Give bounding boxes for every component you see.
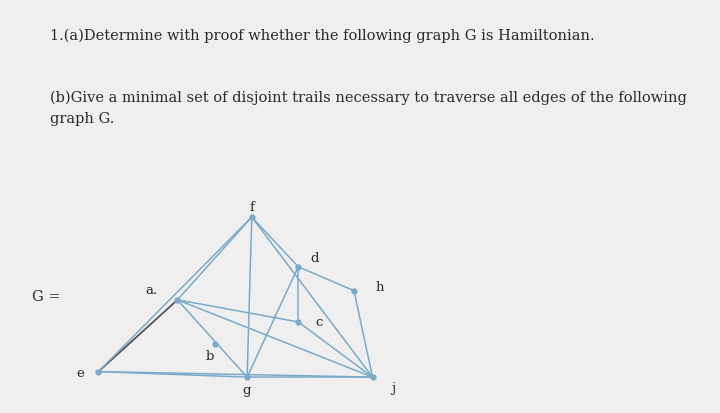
Text: 1.(a)Determine with proof whether the following graph G is Hamiltonian.: 1.(a)Determine with proof whether the fo… bbox=[50, 29, 595, 43]
Text: (b)Give a minimal set of disjoint trails necessary to traverse all edges of the : (b)Give a minimal set of disjoint trails… bbox=[50, 91, 688, 126]
Text: g: g bbox=[243, 383, 251, 396]
Text: c: c bbox=[315, 316, 323, 329]
Text: a.: a. bbox=[145, 284, 158, 297]
Text: f: f bbox=[249, 201, 254, 214]
Text: G =: G = bbox=[32, 289, 61, 303]
Text: h: h bbox=[375, 281, 384, 294]
Text: j: j bbox=[392, 381, 395, 394]
Text: e: e bbox=[76, 366, 84, 379]
Text: d: d bbox=[310, 252, 319, 264]
Text: b: b bbox=[206, 350, 214, 363]
